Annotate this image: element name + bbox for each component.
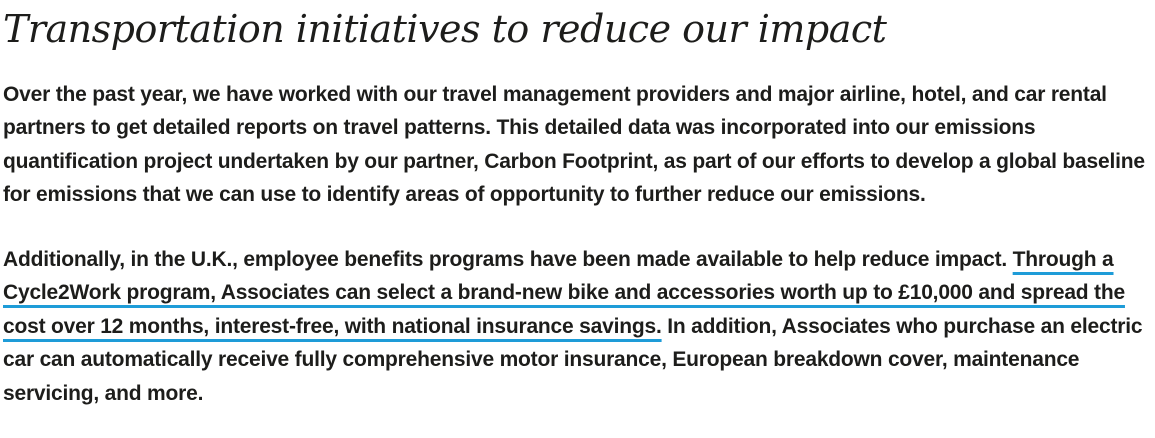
cycle2work-link[interactable]: Through a Cycle2Work program, Associates… <box>3 247 1125 338</box>
paragraph-travel-emissions: Over the past year, we have worked with … <box>3 82 1145 207</box>
article-body: Over the past year, we have worked with … <box>3 78 1155 411</box>
paragraph-uk-benefits-outro: In addition, Associates who purchase an … <box>3 314 1143 405</box>
paragraph-uk-benefits-intro: Additionally, in the U.K., employee bene… <box>3 247 1013 271</box>
paragraph-uk-benefits: Additionally, in the U.K., employee bene… <box>3 243 1155 411</box>
page-title: Transportation initiatives to reduce our… <box>3 7 887 51</box>
